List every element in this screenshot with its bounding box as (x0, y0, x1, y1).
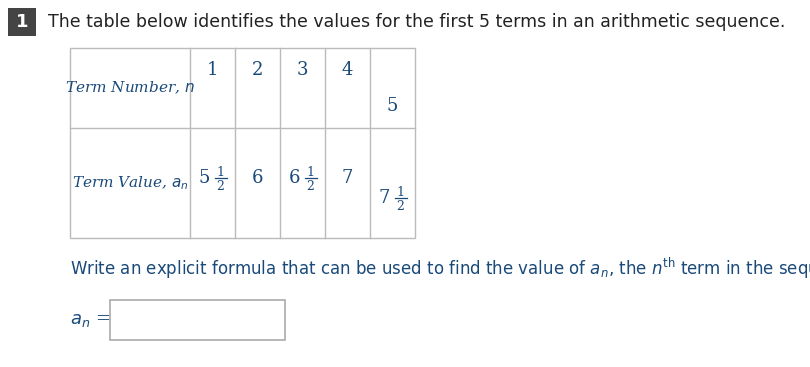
Text: 7: 7 (342, 169, 353, 187)
Bar (8, 8, 36, 36)
Text: 5: 5 (387, 97, 399, 115)
Bar (70, 48, 415, 238)
Text: 2: 2 (216, 179, 224, 193)
Text: 5: 5 (198, 169, 210, 187)
Text: 6: 6 (288, 169, 301, 187)
Text: $a_n$ =: $a_n$ = (70, 311, 110, 329)
Text: Term Number, $n$: Term Number, $n$ (65, 80, 195, 96)
Text: The table below identifies the values for the first 5 terms in an arithmetic seq: The table below identifies the values fo… (48, 13, 786, 31)
Text: 4: 4 (342, 61, 353, 79)
Text: 1: 1 (15, 13, 28, 31)
Text: 2: 2 (252, 61, 263, 79)
Text: 6: 6 (252, 169, 263, 187)
Text: 7: 7 (379, 189, 390, 207)
Text: 1: 1 (216, 166, 224, 178)
Text: 1: 1 (207, 61, 218, 79)
Bar (110, 300, 285, 340)
Text: 1: 1 (306, 166, 314, 178)
Text: 2: 2 (397, 200, 404, 212)
Text: Term Value, $a_n$: Term Value, $a_n$ (71, 174, 189, 192)
Text: 2: 2 (306, 179, 314, 193)
Text: Write an explicit formula that can be used to find the value of $a_n$, the $n^{\: Write an explicit formula that can be us… (70, 255, 810, 281)
Text: 1: 1 (397, 185, 404, 199)
Text: 3: 3 (296, 61, 309, 79)
